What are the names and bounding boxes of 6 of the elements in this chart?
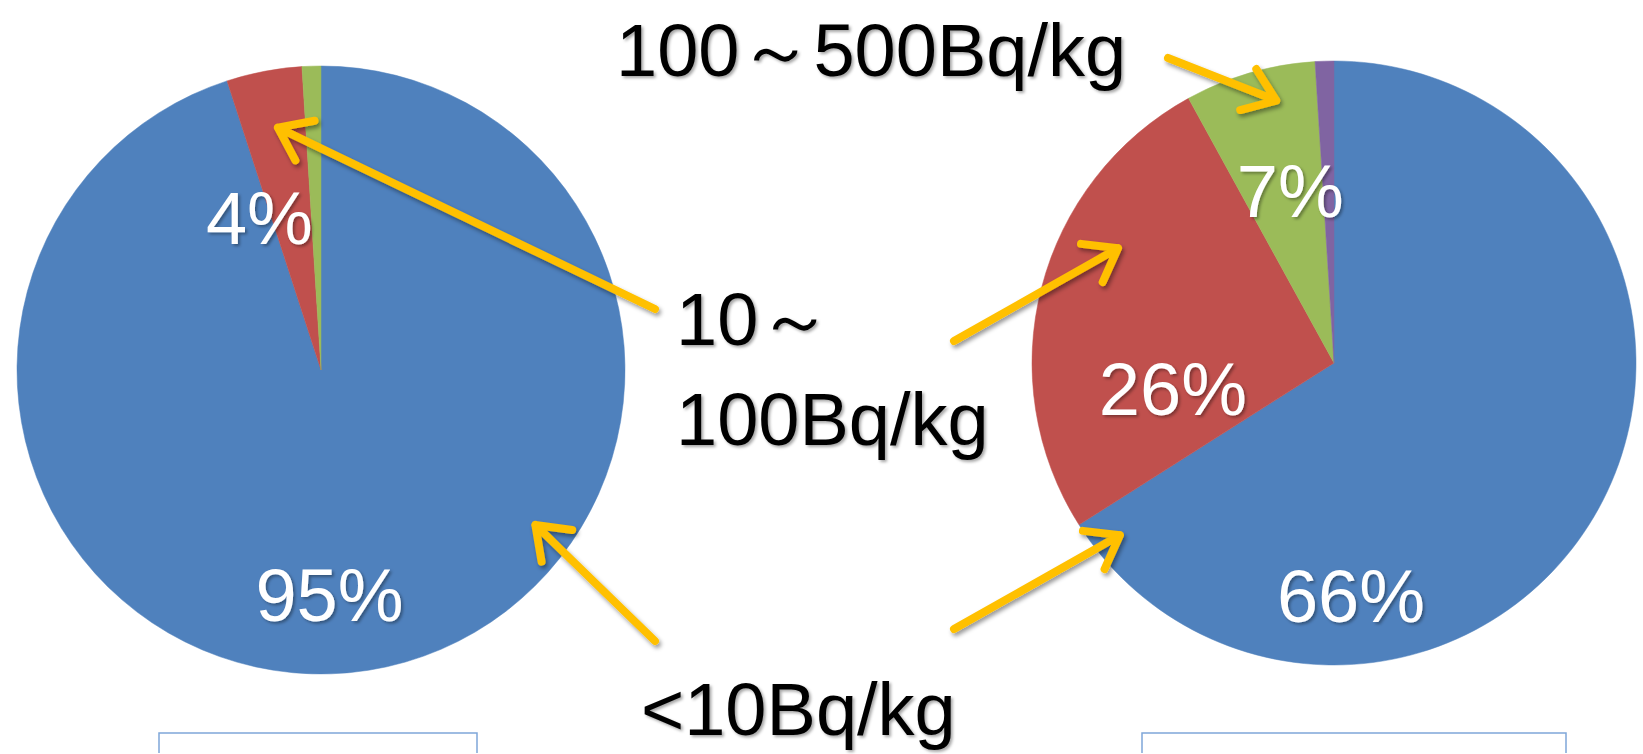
data-label: 95% [255,554,404,638]
data-label: 66% [1276,554,1425,638]
slice-label: <10Bq/kg [641,668,956,751]
data-label: 26% [1098,348,1247,432]
slice-label: 10～100Bq/kg [676,278,989,461]
slice-label: 100～500Bq/kg [616,9,1127,92]
